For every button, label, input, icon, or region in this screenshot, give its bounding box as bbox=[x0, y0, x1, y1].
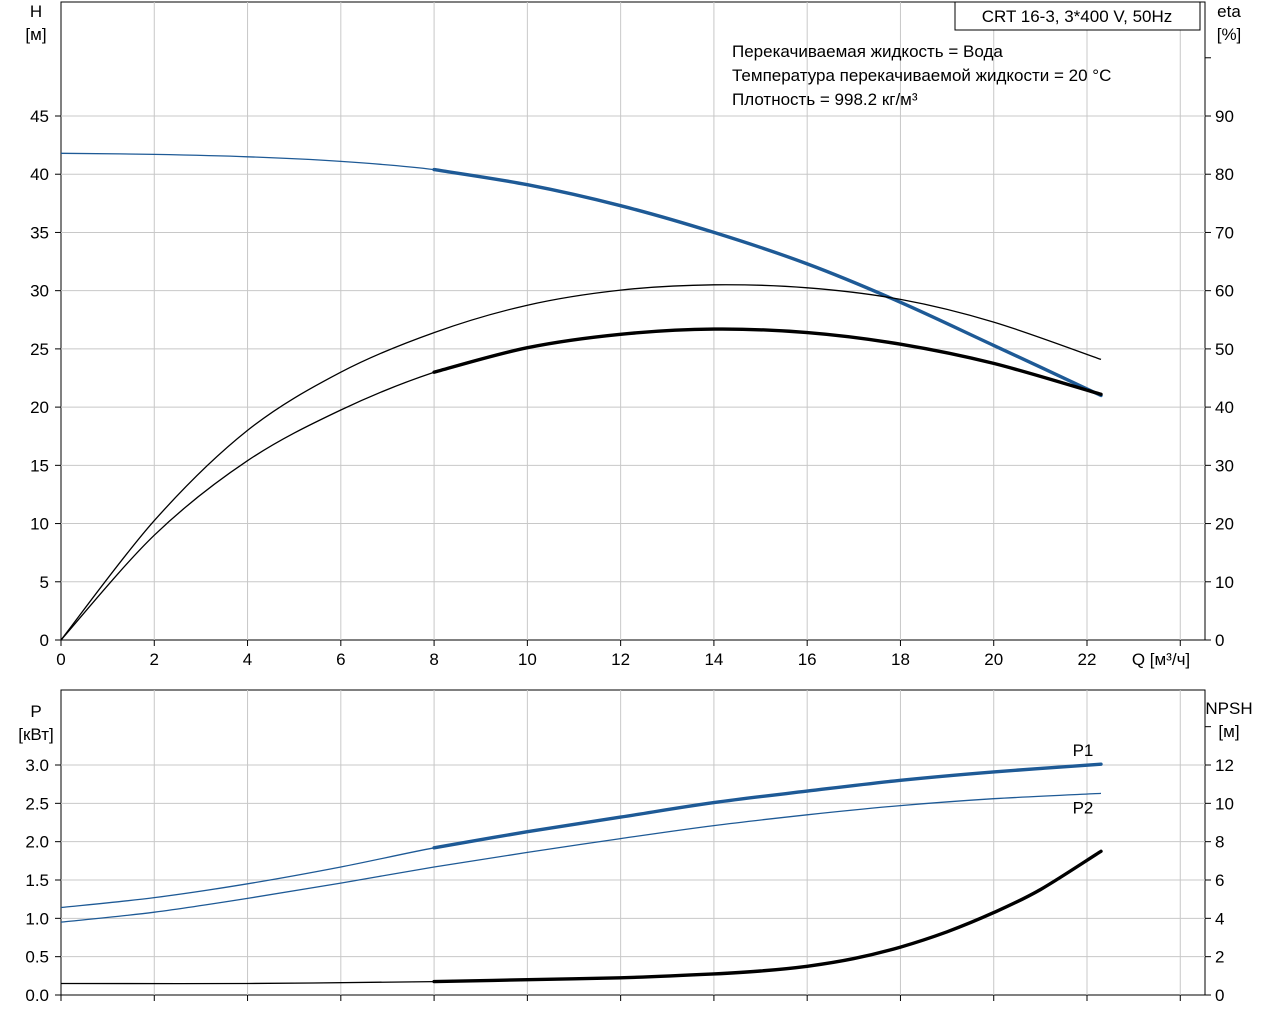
y-right-tick-label: 4 bbox=[1215, 909, 1224, 928]
x-tick-label: 8 bbox=[429, 650, 438, 669]
y-right-tick-label: 0 bbox=[1215, 631, 1224, 650]
y-left-tick-label: 10 bbox=[30, 515, 49, 534]
info-line: Температура перекачиваемой жидкости = 20… bbox=[732, 66, 1111, 85]
series-line-bold-0-0 bbox=[432, 167, 1103, 398]
x-tick-label: 6 bbox=[336, 650, 345, 669]
y-left-tick-label: 5 bbox=[40, 573, 49, 592]
power-npsh-panel bbox=[55, 689, 1211, 1001]
y-left-axis-unit: [м] bbox=[25, 25, 46, 44]
y-right-tick-label: 2 bbox=[1215, 948, 1224, 967]
y-right-tick-label: 10 bbox=[1215, 573, 1234, 592]
y-left-axis-unit: [кВт] bbox=[18, 725, 53, 744]
y-left-tick-label: 40 bbox=[30, 165, 49, 184]
y-left-tick-label: 15 bbox=[30, 456, 49, 475]
x-tick-label: 2 bbox=[150, 650, 159, 669]
y-right-tick-label: 60 bbox=[1215, 282, 1234, 301]
y-right-axis-label: eta bbox=[1217, 2, 1241, 21]
x-tick-label: 22 bbox=[1078, 650, 1097, 669]
series-line-bold-0-2 bbox=[432, 327, 1103, 396]
series-line-bold-1-2 bbox=[432, 849, 1103, 984]
info-line: Плотность = 998.2 кг/м³ bbox=[732, 90, 918, 109]
info-line: Перекачиваемая жидкость = Вода bbox=[732, 42, 1003, 61]
y-right-tick-label: 6 bbox=[1215, 871, 1224, 890]
y-left-tick-label: 25 bbox=[30, 340, 49, 359]
y-left-tick-label: 30 bbox=[30, 282, 49, 301]
y-right-tick-label: 20 bbox=[1215, 515, 1234, 534]
series-line-p2 bbox=[60, 792, 1102, 923]
y-right-tick-label: 0 bbox=[1215, 986, 1224, 1005]
y-left-axis-label: P bbox=[30, 702, 41, 721]
y-left-tick-label: 20 bbox=[30, 398, 49, 417]
y-left-tick-label: 0 bbox=[40, 631, 49, 650]
series-line-bold-p1 bbox=[432, 762, 1103, 850]
plot-frame bbox=[60, 689, 1206, 996]
y-right-tick-label: 80 bbox=[1215, 165, 1234, 184]
x-tick-label: 12 bbox=[611, 650, 630, 669]
y-right-tick-label: 30 bbox=[1215, 456, 1234, 475]
x-tick-label: 16 bbox=[798, 650, 817, 669]
y-left-tick-label: 2.5 bbox=[25, 794, 49, 813]
y-left-tick-label: 1.0 bbox=[25, 909, 49, 928]
y-left-axis-label: H bbox=[30, 2, 42, 21]
y-left-tick-label: 35 bbox=[30, 223, 49, 242]
series-line-0-1 bbox=[60, 284, 1102, 641]
pump-label-box bbox=[954, 1, 1201, 31]
x-tick-label: 20 bbox=[984, 650, 1003, 669]
x-axis-label: Q [м³/ч] bbox=[1132, 650, 1190, 669]
pump-label: CRT 16-3, 3*400 V, 50Hz bbox=[982, 7, 1173, 26]
y-right-axis-unit: [%] bbox=[1217, 25, 1242, 44]
y-right-tick-label: 12 bbox=[1215, 756, 1234, 775]
y-right-tick-label: 40 bbox=[1215, 398, 1234, 417]
y-left-tick-label: 0.0 bbox=[25, 986, 49, 1005]
y-right-axis-label: NPSH bbox=[1205, 699, 1252, 718]
y-right-axis-unit: [м] bbox=[1218, 722, 1239, 741]
y-right-tick-label: 8 bbox=[1215, 833, 1224, 852]
y-right-tick-label: 50 bbox=[1215, 340, 1234, 359]
y-left-tick-label: 0.5 bbox=[25, 948, 49, 967]
plot-frame bbox=[60, 1, 1206, 641]
y-left-tick-label: 3.0 bbox=[25, 756, 49, 775]
head-efficiency-panel bbox=[55, 1, 1211, 646]
y-right-tick-label: 90 bbox=[1215, 107, 1234, 126]
y-right-tick-label: 10 bbox=[1215, 794, 1234, 813]
y-left-tick-label: 45 bbox=[30, 107, 49, 126]
y-left-tick-label: 2.0 bbox=[25, 833, 49, 852]
y-left-tick-label: 1.5 bbox=[25, 871, 49, 890]
x-tick-label: 10 bbox=[518, 650, 537, 669]
series-label-p1: P1 bbox=[1073, 741, 1094, 760]
x-tick-label: 18 bbox=[891, 650, 910, 669]
series-label-p2: P2 bbox=[1073, 798, 1094, 817]
y-right-tick-label: 70 bbox=[1215, 223, 1234, 242]
x-tick-label: 4 bbox=[243, 650, 252, 669]
x-tick-label: 14 bbox=[704, 650, 723, 669]
x-tick-label: 0 bbox=[56, 650, 65, 669]
